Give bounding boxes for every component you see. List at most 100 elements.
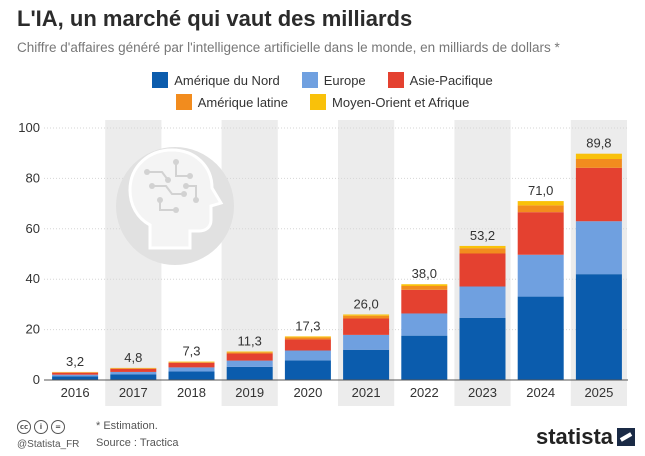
bar-segment xyxy=(168,362,215,368)
license-icons: cc i = xyxy=(17,420,65,434)
total-label: 26,0 xyxy=(353,296,378,311)
bar-segment xyxy=(110,368,157,372)
bar-segment xyxy=(226,352,273,354)
total-label: 71,0 xyxy=(528,183,553,198)
statista-logo[interactable]: statista xyxy=(536,424,636,450)
by-icon[interactable]: i xyxy=(34,420,48,434)
y-tick-label: 60 xyxy=(26,221,40,236)
bar-segment xyxy=(517,254,564,297)
bar-segment xyxy=(459,317,506,380)
bar-segment xyxy=(517,205,564,213)
chart-subtitle: Chiffre d'affaires généré par l'intellig… xyxy=(17,40,560,55)
y-tick-label: 40 xyxy=(26,271,40,286)
cc-icon[interactable]: cc xyxy=(17,420,31,434)
legend-swatch-latin-america xyxy=(175,94,192,110)
legend-row-2: Amérique latine Moyen-Orient et Afrique xyxy=(0,94,645,110)
legend: Amérique du Nord Europe Asie-Pacifique A… xyxy=(0,72,645,116)
x-tick-label: 2023 xyxy=(468,385,497,400)
legend-swatch-north-america xyxy=(152,72,169,88)
x-tick-label: 2019 xyxy=(235,385,264,400)
bar-segment xyxy=(226,353,273,361)
legend-item-north-america: Amérique du Nord xyxy=(152,72,280,88)
stacked-bar-chart: 3,2 4,8 7,3 11,3 17,3 26,0 38,0 53,2 71,0 89,8 0 2… xyxy=(18,120,628,406)
y-tick-label: 20 xyxy=(26,322,40,337)
bar-segment xyxy=(517,296,564,380)
data-labels: 3,2 4,8 7,3 11,3 17,3 26,0 38,0 53,2 71,0 89,8 xyxy=(66,136,611,369)
total-label: 38,0 xyxy=(412,266,437,281)
bar-segment xyxy=(343,334,390,350)
legend-swatch-asia-pacific xyxy=(387,72,404,88)
x-tick-label: 2021 xyxy=(352,385,381,400)
bar-segment xyxy=(401,313,448,336)
total-label: 7,3 xyxy=(182,344,200,359)
bar-segment xyxy=(226,360,273,367)
legend-item-europe: Europe xyxy=(301,72,366,88)
legend-label-asia-pacific: Asie-Pacifique xyxy=(409,72,493,88)
brand-name: statista xyxy=(536,424,614,449)
twitter-handle[interactable]: @Statista_FR xyxy=(17,439,80,450)
bar-segment xyxy=(110,374,157,380)
bar-segment xyxy=(401,284,448,287)
bar-segment xyxy=(226,366,273,380)
bar-segment xyxy=(459,253,506,287)
bar-segment xyxy=(575,221,622,275)
bar-segment xyxy=(575,153,622,159)
legend-row-1: Amérique du Nord Europe Asie-Pacifique xyxy=(0,72,645,88)
bar-segment xyxy=(284,339,331,351)
brain-head-icon xyxy=(116,147,234,265)
bar-segment xyxy=(284,360,331,380)
total-label: 17,3 xyxy=(295,318,320,333)
total-label: 3,2 xyxy=(66,354,84,369)
bar-segment xyxy=(52,372,99,375)
axes: 0 20 40 60 80 100 2016 2017 2018 2019 2020 2021 2022… xyxy=(18,120,628,400)
bar-segment xyxy=(168,362,215,363)
bar-segment xyxy=(575,274,622,380)
legend-label-latin-america: Amérique latine xyxy=(197,94,289,110)
bar-segment xyxy=(459,248,506,254)
bar-segment xyxy=(401,335,448,380)
bar-segment xyxy=(459,245,506,249)
y-tick-label: 0 xyxy=(33,372,40,387)
legend-label-mena: Moyen-Orient et Afrique xyxy=(332,94,470,110)
total-label: 53,2 xyxy=(470,228,495,243)
bar-segment xyxy=(168,371,215,380)
x-tick-label: 2018 xyxy=(177,385,206,400)
nd-icon[interactable]: = xyxy=(51,420,65,434)
x-tick-label: 2016 xyxy=(61,385,90,400)
x-tick-label: 2022 xyxy=(410,385,439,400)
bar-segment xyxy=(517,212,564,255)
bar-segment xyxy=(168,361,215,363)
bar-segment xyxy=(401,286,448,290)
legend-swatch-europe xyxy=(301,72,318,88)
y-tick-label: 100 xyxy=(18,120,40,135)
bar-segment xyxy=(284,336,331,338)
legend-item-asia-pacific: Asie-Pacifique xyxy=(387,72,493,88)
x-tick-label: 2024 xyxy=(526,385,555,400)
source-note: Source : Tractica xyxy=(96,437,179,449)
x-tick-label: 2025 xyxy=(584,385,613,400)
legend-item-mena: Moyen-Orient et Afrique xyxy=(310,94,469,110)
bar-segment xyxy=(52,376,99,380)
bar-segment xyxy=(343,315,390,319)
bar-segment xyxy=(575,167,622,222)
bar-segment xyxy=(459,286,506,318)
bar-segment xyxy=(52,372,99,373)
bar-segment xyxy=(110,371,157,375)
bar-segment xyxy=(110,368,157,369)
bar-segment xyxy=(284,337,331,340)
bar-segment xyxy=(343,314,390,316)
total-label: 4,8 xyxy=(124,350,142,365)
legend-label-europe: Europe xyxy=(323,72,366,88)
x-tick-label: 2020 xyxy=(293,385,322,400)
total-label: 89,8 xyxy=(586,136,611,151)
bar-segment xyxy=(343,349,390,380)
footer: cc i = @Statista_FR * Estimation. Source… xyxy=(0,412,645,456)
estimation-note: * Estimation. xyxy=(96,420,158,432)
bar-segment xyxy=(168,367,215,372)
bar-segment xyxy=(401,289,448,314)
legend-swatch-mena xyxy=(310,94,327,110)
y-tick-label: 80 xyxy=(26,170,40,185)
legend-item-latin-america: Amérique latine xyxy=(175,94,289,110)
bar-segment xyxy=(517,201,564,206)
bar-segment xyxy=(575,158,622,168)
